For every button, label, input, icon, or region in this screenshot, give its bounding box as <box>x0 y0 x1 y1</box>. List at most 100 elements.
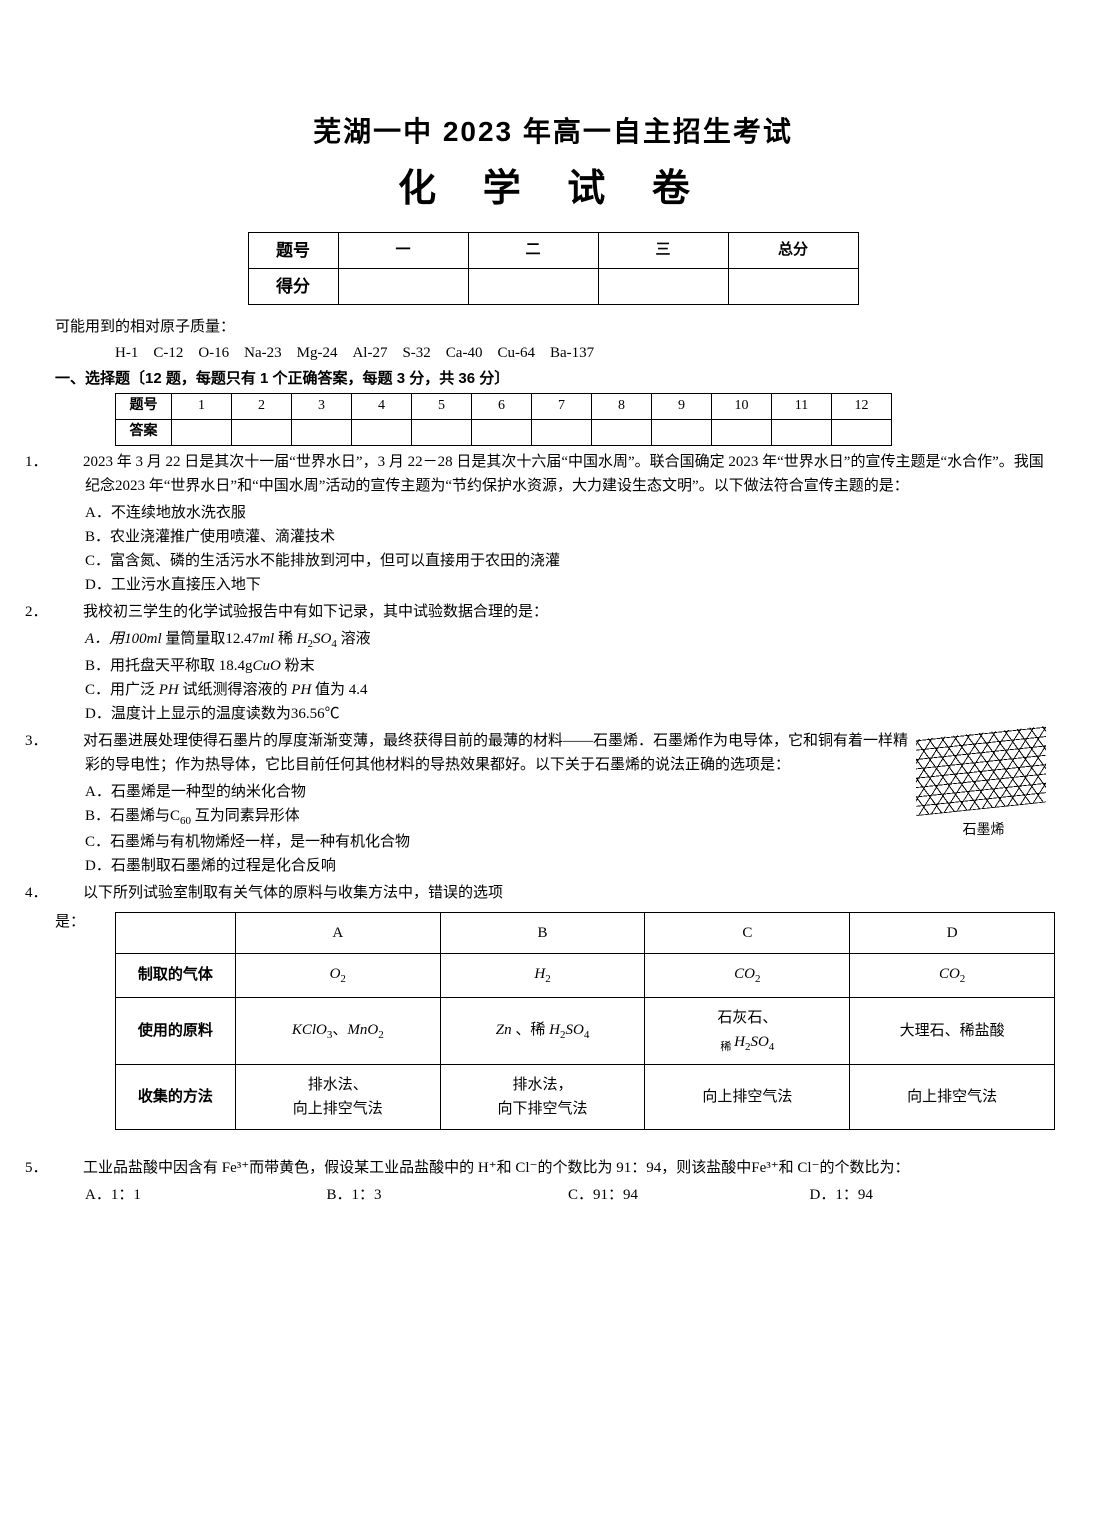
page-title-line2: 化 学 试 卷 <box>55 159 1051 220</box>
score-table: 题号 一 二 三 总分 得分 <box>248 232 859 305</box>
q2-num: 2． <box>55 600 83 624</box>
q4-col-c: C <box>645 913 850 954</box>
q1-opts: A．不连续地放水洗衣服 B．农业浇灌推广使用喷灌、滴灌技术 C．富含氮、磷的生活… <box>55 501 1051 597</box>
q1-num: 1． <box>55 450 83 474</box>
ans-c4 <box>352 419 412 445</box>
q4-text: 以下所列试验室制取有关气体的原料与收集方法中，错误的选项 <box>83 885 503 901</box>
ans-n3: 3 <box>292 393 352 419</box>
q4-num: 4． <box>55 881 83 905</box>
q4-col-d: D <box>850 913 1055 954</box>
ans-c2 <box>232 419 292 445</box>
ans-n2: 2 <box>232 393 292 419</box>
q3-opt-c: C．石墨烯与有机物烯烃一样，是一种有机化合物 <box>85 830 1051 854</box>
q1-opt-b: B．农业浇灌推广使用喷灌、滴灌技术 <box>85 525 1051 549</box>
ans-c1 <box>172 419 232 445</box>
q5-text: 工业品盐酸中因含有 Fe³⁺而带黄色，假设某工业品盐酸中的 H⁺和 Cl⁻的个数… <box>83 1160 910 1176</box>
q4: 4．以下所列试验室制取有关气体的原料与收集方法中，错误的选项 <box>55 881 1051 905</box>
q4-r2-d: 大理石、稀盐酸 <box>850 997 1055 1065</box>
q2-opt-c: C．用广泛 PH 试纸测得溶液的 PH 值为 4.4 <box>85 678 1051 702</box>
q1-opt-c: C．富含氮、磷的生活污水不能排放到河中，但可以直接用于农田的浇灌 <box>85 549 1051 573</box>
q4-be: 是： <box>55 908 85 1138</box>
ans-c6 <box>472 419 532 445</box>
ans-n1: 1 <box>172 393 232 419</box>
q4-r1-b: H2 <box>440 954 645 998</box>
ans-n6: 6 <box>472 393 532 419</box>
q3-opt-d: D．石墨制取石墨烯的过程是化合反响 <box>85 854 1051 878</box>
ans-c11 <box>772 419 832 445</box>
ans-c5 <box>412 419 472 445</box>
q4-r1-d: CO2 <box>850 954 1055 998</box>
ans-c10 <box>712 419 772 445</box>
atomic-values: H-1 C-12 O-16 Na-23 Mg-24 Al-27 S-32 Ca-… <box>115 341 1051 365</box>
score-c1 <box>468 268 598 304</box>
q5-opts: A．1：1 B．1：3 C．91：94 D．1：94 <box>55 1183 1051 1207</box>
q4-r2-b: Zn 、稀 H2SO4 <box>440 997 645 1065</box>
q2-opt-b: B．用托盘天平称取 18.4gCuO 粉末 <box>85 654 1051 678</box>
q4-r3-c: 向上排空气法 <box>645 1065 850 1130</box>
ans-c9 <box>652 419 712 445</box>
q4-table: A B C D 制取的气体 O2 H2 CO2 CO2 使用的原料 KClO3、… <box>115 912 1055 1130</box>
ans-row2-label: 答案 <box>116 419 172 445</box>
q5-opt-c: C．91：94 <box>568 1183 810 1207</box>
ans-n5: 5 <box>412 393 472 419</box>
ans-n12: 12 <box>832 393 892 419</box>
ans-n8: 8 <box>592 393 652 419</box>
q1-opt-a: A．不连续地放水洗衣服 <box>85 501 1051 525</box>
q4-corner <box>116 913 236 954</box>
answer-table: 题号 1 2 3 4 5 6 7 8 9 10 11 12 答案 <box>115 393 892 446</box>
score-c0 <box>338 268 468 304</box>
ans-n4: 4 <box>352 393 412 419</box>
graphene-icon <box>916 725 1046 815</box>
score-h2: 二 <box>468 232 598 268</box>
q2-text: 我校初三学生的化学试验报告中有如下记录，其中试验数据合理的是： <box>83 604 548 620</box>
ans-n11: 11 <box>772 393 832 419</box>
q2-opt-d: D．温度计上显示的温度读数为36.56℃ <box>85 702 1051 726</box>
q4-r1-a: O2 <box>235 954 440 998</box>
q5-opt-d: D．1：94 <box>810 1183 1052 1207</box>
ans-c12 <box>832 419 892 445</box>
q4-r3-a: 排水法、向上排空气法 <box>235 1065 440 1130</box>
q4-r3-label: 收集的方法 <box>116 1065 236 1130</box>
score-rowlabel: 得分 <box>248 268 338 304</box>
page-title-line1: 芜湖一中 2023 年高一自主招生考试 <box>55 110 1051 155</box>
score-h4: 总分 <box>728 232 858 268</box>
q4-r2-label: 使用的原料 <box>116 997 236 1065</box>
ans-row1-label: 题号 <box>116 393 172 419</box>
q1: 1．2023 年 3 月 22 日是其次十一届“世界水日”，3 月 22－28 … <box>55 450 1051 498</box>
ans-n9: 9 <box>652 393 712 419</box>
score-c2 <box>598 268 728 304</box>
q3: 3．对石墨进展处理使得石墨片的厚度渐渐变薄，最终获得目前的最薄的材料——石墨烯．… <box>55 729 1051 777</box>
section-heading-1: 一、选择题〔12 题，每题只有 1 个正确答案，每题 3 分，共 36 分〕 <box>55 367 1051 391</box>
ans-n7: 7 <box>532 393 592 419</box>
q4-r3-d: 向上排空气法 <box>850 1065 1055 1130</box>
q3-opts: A．石墨烯是一种型的纳米化合物 B．石墨烯与C60 互为同素异形体 C．石墨烯与… <box>55 780 1051 879</box>
q4-r3-b: 排水法，向下排空气法 <box>440 1065 645 1130</box>
q4-r1-c: CO2 <box>645 954 850 998</box>
q2: 2．我校初三学生的化学试验报告中有如下记录，其中试验数据合理的是： <box>55 600 1051 624</box>
score-h3: 三 <box>598 232 728 268</box>
atomic-label: 可能用到的相对原子质量： <box>55 315 1051 339</box>
q1-text: 2023 年 3 月 22 日是其次十一届“世界水日”，3 月 22－28 日是… <box>83 454 1044 494</box>
q3-opt-a: A．石墨烯是一种型的纳米化合物 <box>85 780 1051 804</box>
q1-opt-d: D．工业污水直接压入地下 <box>85 573 1051 597</box>
q3-opt-b: B．石墨烯与C60 互为同素异形体 <box>85 804 1051 831</box>
score-h0: 题号 <box>248 232 338 268</box>
q2-opt-a: A．用100ml 量筒量取12.47ml 稀 H2SO4 溶液 <box>85 627 1051 654</box>
score-h1: 一 <box>338 232 468 268</box>
q3-image: 石墨烯 <box>916 726 1051 842</box>
q3-image-caption: 石墨烯 <box>916 820 1051 842</box>
ans-c3 <box>292 419 352 445</box>
q4-r2-a: KClO3、MnO2 <box>235 997 440 1065</box>
q3-text: 对石墨进展处理使得石墨片的厚度渐渐变薄，最终获得目前的最薄的材料——石墨烯．石墨… <box>83 733 908 773</box>
ans-c8 <box>592 419 652 445</box>
q5-num: 5． <box>55 1156 83 1180</box>
q4-col-a: A <box>235 913 440 954</box>
q5: 5．工业品盐酸中因含有 Fe³⁺而带黄色，假设某工业品盐酸中的 H⁺和 Cl⁻的… <box>55 1156 1051 1180</box>
q2-opts: A．用100ml 量筒量取12.47ml 稀 H2SO4 溶液 B．用托盘天平称… <box>55 627 1051 726</box>
q4-col-b: B <box>440 913 645 954</box>
ans-c7 <box>532 419 592 445</box>
q5-opt-a: A．1：1 <box>85 1183 327 1207</box>
q4-r2-c: 石灰石、稀 H2SO4 <box>645 997 850 1065</box>
q3-num: 3． <box>55 729 83 753</box>
q4-r1-label: 制取的气体 <box>116 954 236 998</box>
